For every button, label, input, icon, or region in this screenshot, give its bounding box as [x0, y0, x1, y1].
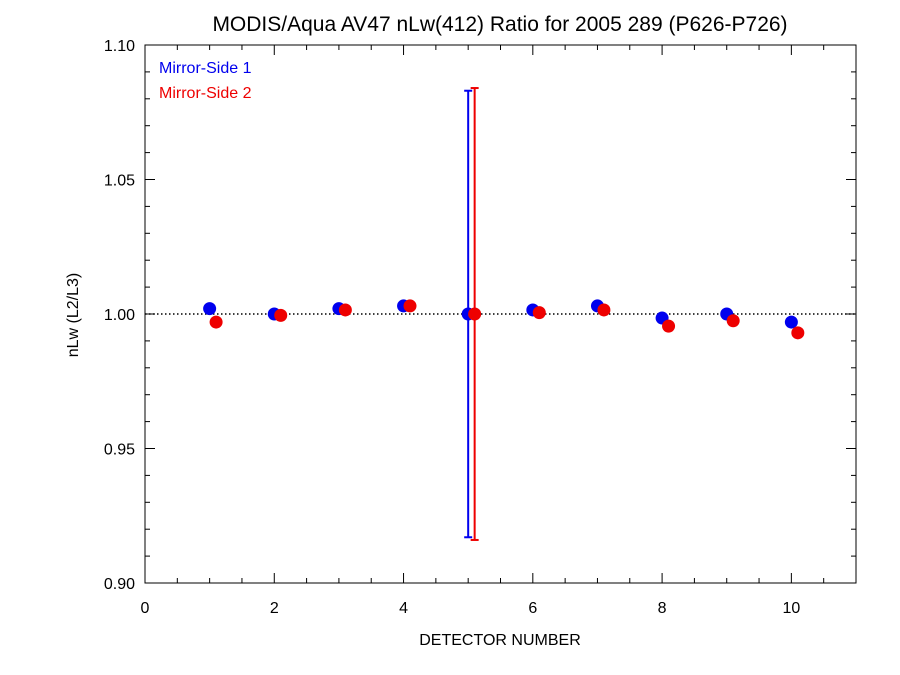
y-tick-label: 0.90	[104, 576, 135, 593]
y-tick-label: 0.95	[104, 442, 135, 459]
data-marks	[145, 87, 856, 541]
data-point-series-2	[532, 306, 546, 320]
data-point-series-2	[597, 303, 611, 317]
data-point-series-1	[203, 302, 217, 316]
data-point-series-1	[784, 315, 798, 329]
x-tick-label: 2	[270, 600, 279, 617]
y-tick-label: 1.10	[104, 38, 135, 55]
legend-entry-1: Mirror-Side 1	[159, 60, 252, 77]
legend: Mirror-Side 1 Mirror-Side 2	[159, 60, 252, 102]
data-point-series-2	[662, 319, 676, 333]
data-point-series-2	[338, 303, 352, 317]
x-tick-label: 4	[399, 600, 408, 617]
x-tick-label: 8	[658, 600, 667, 617]
y-axis-label: nLw (L2/L3)	[65, 273, 82, 358]
x-axis-label: DETECTOR NUMBER	[419, 632, 581, 649]
data-point-series-2	[726, 314, 740, 328]
x-tick-label: 6	[528, 600, 537, 617]
data-point-series-2	[209, 315, 223, 329]
chart-title: MODIS/Aqua AV47 nLw(412) Ratio for 2005 …	[212, 13, 787, 36]
data-point-series-2	[468, 307, 482, 321]
axes-layer: 0 2 4 6 8 10 0.90 0.95 1.00 1.05 1.10	[104, 38, 857, 617]
x-tick-label: 10	[782, 600, 800, 617]
y-tick-label: 1.05	[104, 173, 135, 190]
data-point-series-2	[274, 308, 288, 322]
legend-entry-2: Mirror-Side 2	[159, 85, 252, 102]
y-tick-label: 1.00	[104, 307, 135, 324]
x-tick-label: 0	[141, 600, 150, 617]
data-point-series-2	[403, 299, 417, 313]
data-point-series-2	[791, 326, 805, 340]
